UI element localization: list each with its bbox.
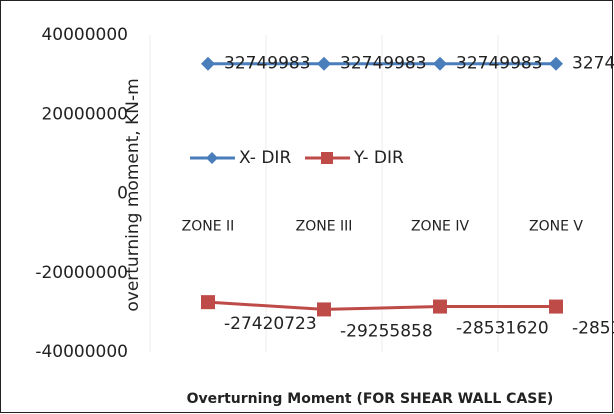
- y-tick-label: 20000000: [41, 104, 128, 124]
- legend-marker: [321, 152, 333, 164]
- legend-label: X- DIR: [239, 148, 291, 168]
- x-tick-label: ZONE V: [529, 219, 583, 235]
- legend-label: Y- DIR: [353, 148, 404, 168]
- x-tick-label: ZONE II: [182, 219, 235, 235]
- marker: [201, 295, 215, 310]
- y-tick-label: 0: [117, 184, 128, 204]
- marker: [201, 56, 215, 71]
- data-label: 32749983: [224, 54, 311, 74]
- y-axis-title: overturning moment, KN-m: [123, 78, 143, 311]
- x-axis-title: Overturning Moment (FOR SHEAR WALL CASE): [187, 391, 554, 407]
- data-label: -28531620: [572, 319, 614, 339]
- marker: [549, 56, 563, 71]
- y-tick-label: 40000000: [41, 25, 128, 45]
- y-tick-label: -20000000: [35, 263, 128, 283]
- data-label: -27420723: [224, 314, 317, 334]
- data-label: -29255858: [340, 321, 433, 341]
- y-tick-label: -40000000: [35, 342, 128, 362]
- series-line: [207, 300, 556, 311]
- marker: [433, 299, 447, 314]
- marker: [317, 56, 331, 71]
- data-label: 32749983: [572, 54, 614, 74]
- x-tick-label: ZONE IV: [411, 219, 470, 235]
- data-label: -28531620: [456, 319, 549, 339]
- data-label: 32749983: [456, 54, 543, 74]
- marker: [433, 56, 447, 71]
- data-label: 32749983: [340, 54, 427, 74]
- x-tick-label: ZONE III: [296, 219, 353, 235]
- legend-marker: [206, 152, 218, 164]
- marker: [549, 299, 563, 314]
- marker: [317, 302, 331, 317]
